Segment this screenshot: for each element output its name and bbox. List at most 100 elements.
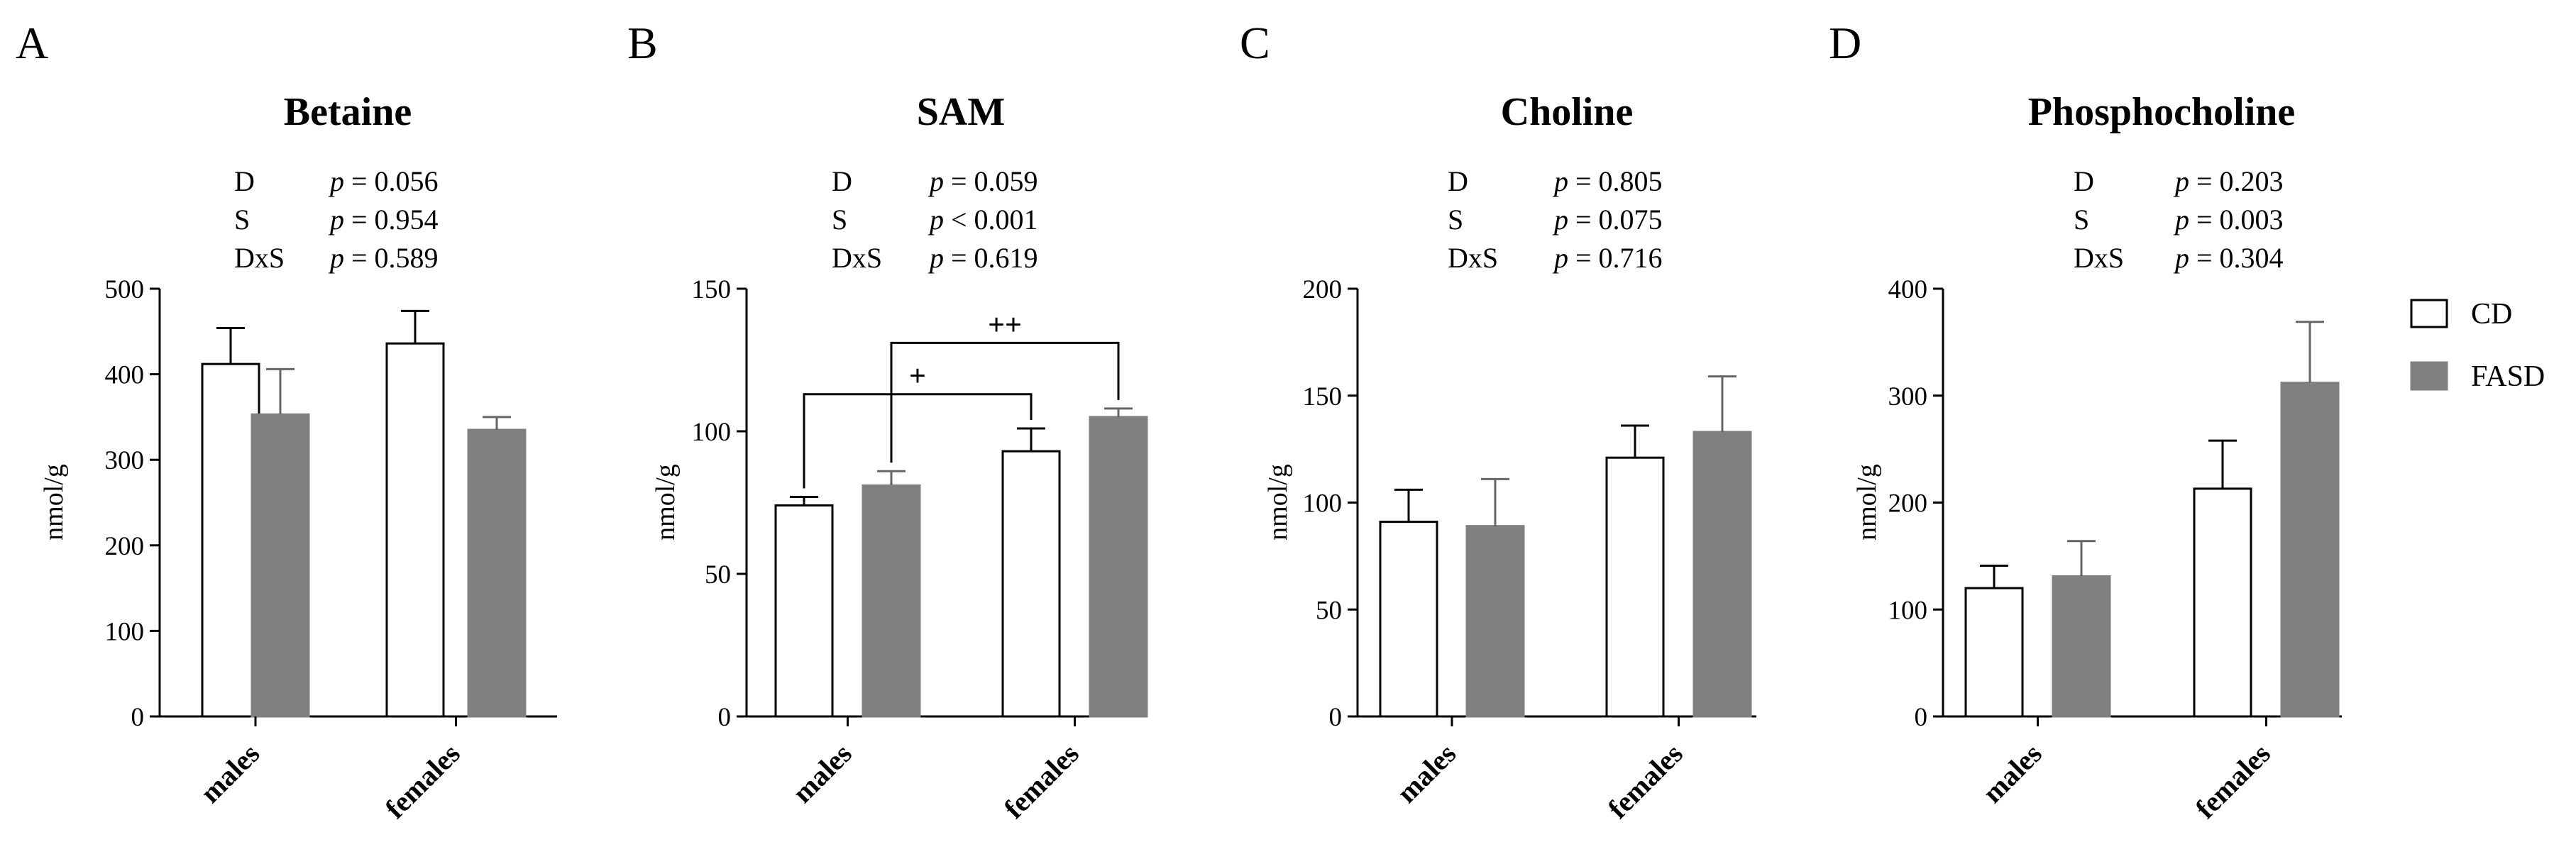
bar-fasd-females bbox=[1089, 416, 1148, 718]
y-tick-label: 500 bbox=[105, 275, 145, 304]
p-symbol: p bbox=[928, 165, 944, 197]
y-tick-label: 0 bbox=[1915, 703, 1928, 732]
x-tick-label: females bbox=[998, 738, 1085, 825]
stat-pvalue: p = 0.619 bbox=[928, 242, 1038, 274]
x-tick-label: males bbox=[786, 738, 858, 809]
p-symbol: p bbox=[2173, 165, 2189, 197]
p-value: = 0.003 bbox=[2189, 204, 2284, 236]
bar-cd-females bbox=[385, 342, 445, 718]
stat-label: D bbox=[1448, 165, 1468, 197]
stat-label: S bbox=[2074, 204, 2089, 236]
y-tick-label: 150 bbox=[692, 275, 732, 304]
chart-title: Choline bbox=[1501, 90, 1634, 134]
y-tick-label: 100 bbox=[692, 418, 732, 447]
x-tick-label: males bbox=[194, 738, 265, 809]
p-symbol: p bbox=[1552, 242, 1568, 274]
stat-pvalue: p = 0.805 bbox=[1552, 165, 1663, 197]
bar-fasd-males bbox=[2052, 575, 2111, 718]
panel-letter: D bbox=[1829, 18, 1861, 68]
bar-fasd-males bbox=[1465, 525, 1525, 718]
significance-bracket bbox=[890, 341, 1120, 463]
y-tick-label: 400 bbox=[1888, 275, 1928, 304]
panel-a: A Betaine D p = 0.056 S p = 0.954 DxS p = 0.589… bbox=[16, 18, 557, 824]
y-axis-label: nmol/g bbox=[1263, 464, 1293, 541]
bar-fasd-males bbox=[862, 484, 921, 718]
bar-fasd-males bbox=[251, 413, 310, 718]
legend: CD FASD bbox=[2410, 298, 2545, 393]
bar-cd-males bbox=[774, 504, 834, 718]
p-value: = 0.589 bbox=[344, 242, 439, 274]
bar-cd-females bbox=[2193, 487, 2252, 718]
panel-letter: C bbox=[1240, 18, 1270, 68]
p-symbol: p bbox=[2173, 242, 2189, 274]
legend-swatch-cd bbox=[2410, 299, 2448, 328]
p-value: = 0.304 bbox=[2189, 242, 2284, 274]
p-symbol: p bbox=[928, 204, 944, 236]
p-symbol: p bbox=[328, 165, 344, 197]
p-value: = 0.619 bbox=[944, 242, 1038, 274]
legend-label-fasd: FASD bbox=[2471, 360, 2545, 393]
y-tick-label: 200 bbox=[1888, 489, 1928, 519]
stat-label: DxS bbox=[1448, 242, 1498, 274]
stat-pvalue: p = 0.304 bbox=[2173, 242, 2284, 274]
p-symbol: p bbox=[1552, 165, 1568, 197]
stat-label: S bbox=[1448, 204, 1463, 236]
stat-label: S bbox=[832, 204, 847, 236]
bar-fasd-females bbox=[1692, 431, 1752, 718]
p-symbol: p bbox=[1552, 204, 1568, 236]
panel-d: D Phosphocholine D p = 0.203 S p = 0.003 DxS p … bbox=[1829, 18, 2342, 824]
y-tick-label: 0 bbox=[718, 703, 732, 732]
y-tick-label: 0 bbox=[131, 703, 145, 732]
panel-c: C Choline D p = 0.805 S p = 0.075 DxS p = 0.716… bbox=[1240, 18, 1756, 824]
y-tick-label: 50 bbox=[705, 560, 731, 589]
x-tick-label: females bbox=[1602, 738, 1689, 825]
bar-cd-females bbox=[1605, 456, 1665, 718]
x-tick-label: males bbox=[1390, 738, 1462, 809]
y-tick-label: 50 bbox=[1316, 596, 1342, 625]
y-tick-label: 200 bbox=[105, 532, 145, 561]
y-tick-label: 200 bbox=[1303, 275, 1343, 304]
p-value: = 0.075 bbox=[1568, 204, 1663, 236]
bar-fasd-females bbox=[467, 428, 527, 718]
p-value: = 0.954 bbox=[344, 204, 439, 236]
y-tick-label: 0 bbox=[1329, 703, 1343, 732]
stat-label: DxS bbox=[832, 242, 882, 274]
legend-swatch-fasd bbox=[2410, 361, 2448, 391]
p-symbol: p bbox=[328, 242, 344, 274]
y-tick-label: 150 bbox=[1303, 382, 1343, 411]
panel-b: B SAM D p = 0.059 S p < 0.001 DxS p = 0.619 0 50 1… bbox=[627, 18, 1148, 825]
x-tick-label: females bbox=[2189, 738, 2277, 825]
y-axis-label: nmol/g bbox=[39, 464, 69, 541]
significance-label: ++ bbox=[988, 309, 1022, 341]
x-tick-label: females bbox=[379, 738, 466, 825]
panels: A Betaine D p = 0.056 S p = 0.954 DxS p = 0.589… bbox=[16, 18, 2342, 824]
y-tick-label: 100 bbox=[1888, 596, 1928, 625]
bar-cd-females bbox=[1001, 450, 1061, 718]
stat-pvalue: p = 0.954 bbox=[328, 204, 439, 236]
y-axis-label: nmol/g bbox=[1852, 464, 1882, 541]
p-value: = 0.805 bbox=[1568, 165, 1663, 197]
significance-label: + bbox=[909, 360, 926, 393]
stat-label: DxS bbox=[2074, 242, 2124, 274]
stat-pvalue: p = 0.716 bbox=[1552, 242, 1663, 274]
p-symbol: p bbox=[328, 204, 344, 236]
y-tick-label: 100 bbox=[1303, 489, 1343, 519]
stat-label: DxS bbox=[234, 242, 285, 274]
stat-pvalue: p < 0.001 bbox=[928, 204, 1038, 236]
p-value: = 0.059 bbox=[944, 165, 1038, 197]
y-tick-label: 300 bbox=[105, 446, 145, 475]
chart-title: Phosphocholine bbox=[2028, 90, 2296, 134]
legend-label-cd: CD bbox=[2471, 298, 2512, 331]
panel-letter: B bbox=[627, 18, 658, 68]
p-symbol: p bbox=[928, 242, 944, 274]
p-symbol: p bbox=[2173, 204, 2189, 236]
stat-label: D bbox=[234, 165, 255, 197]
p-value: < 0.001 bbox=[944, 204, 1038, 236]
chart-title: SAM bbox=[917, 90, 1005, 134]
y-axis-label: nmol/g bbox=[651, 464, 681, 541]
stat-pvalue: p = 0.059 bbox=[928, 165, 1038, 197]
bar-cd-males bbox=[201, 362, 260, 718]
p-value: = 0.056 bbox=[344, 165, 439, 197]
stat-pvalue: p = 0.003 bbox=[2173, 204, 2284, 236]
bar-cd-males bbox=[1964, 587, 2024, 718]
